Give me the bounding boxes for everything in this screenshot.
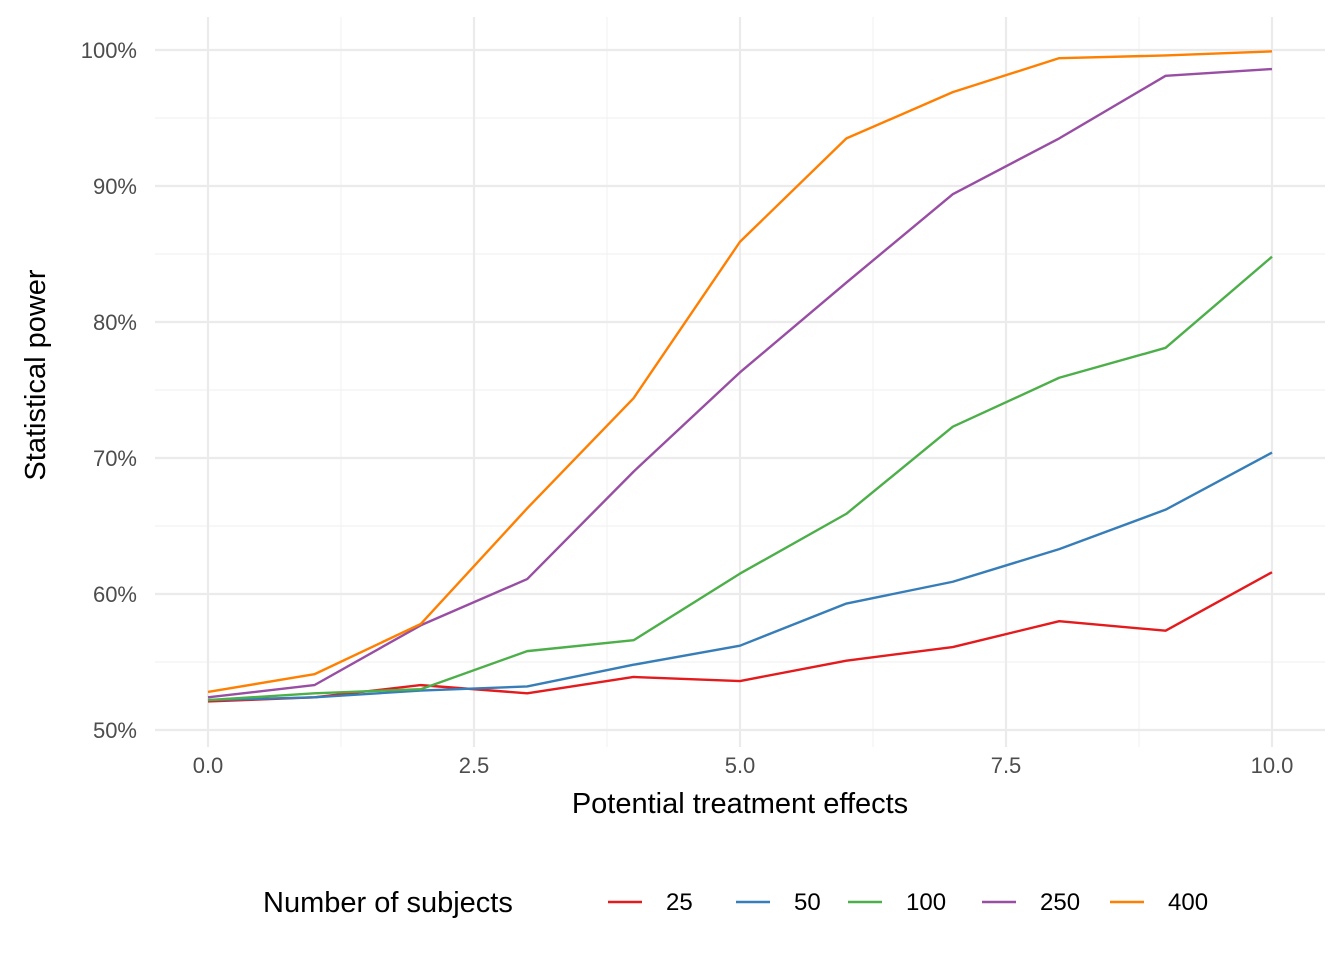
legend-title: Number of subjects xyxy=(263,887,513,919)
x-tick-label: 5.0 xyxy=(725,753,756,778)
series-line-400 xyxy=(207,50,1273,694)
y-tick-label: 100% xyxy=(81,38,137,63)
legend-label-50: 50 xyxy=(794,889,821,916)
legend-label-100: 100 xyxy=(906,889,946,916)
x-tick-label: 7.5 xyxy=(991,753,1022,778)
y-axis-title: Statistical power xyxy=(20,269,52,480)
legend: Number of subjects 25 50 100 250 400 xyxy=(263,887,1208,919)
series-line-250 xyxy=(207,67,1273,699)
x-axis-title: Potential treatment effects xyxy=(572,788,908,820)
x-tick-label: 10.0 xyxy=(1251,753,1294,778)
x-tick-label: 0.0 xyxy=(193,753,224,778)
x-axis-tick-labels: 0.0 2.5 5.0 7.5 10.0 xyxy=(193,753,1294,778)
series-lines xyxy=(207,50,1273,703)
y-tick-label: 90% xyxy=(93,174,137,199)
y-tick-label: 50% xyxy=(93,718,137,743)
x-tick-label: 2.5 xyxy=(459,753,490,778)
legend-label-250: 250 xyxy=(1040,889,1080,916)
y-tick-label: 60% xyxy=(93,582,137,607)
series-line-25 xyxy=(207,571,1273,703)
series-line-50 xyxy=(207,451,1273,702)
y-tick-label: 80% xyxy=(93,310,137,335)
major-gridlines xyxy=(155,17,1325,747)
legend-label-400: 400 xyxy=(1168,889,1208,916)
y-axis-tick-labels: 50% 60% 70% 80% 90% 100% xyxy=(81,38,137,743)
legend-items: 25 50 100 250 400 xyxy=(608,889,1208,916)
series-line-100 xyxy=(207,255,1273,702)
y-tick-label: 70% xyxy=(93,446,137,471)
legend-label-25: 25 xyxy=(666,889,693,916)
